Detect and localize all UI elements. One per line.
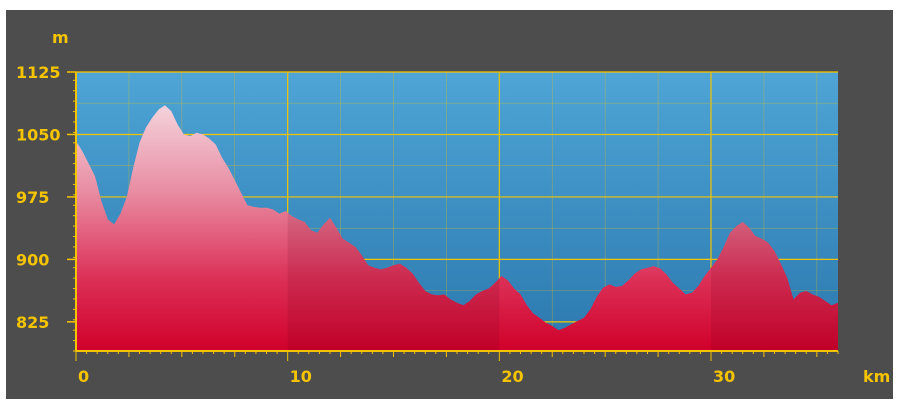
y-tick-label: 975 — [16, 188, 49, 207]
x-tick-label: 0 — [78, 367, 89, 386]
y-axis-unit-label: m — [52, 28, 69, 47]
y-tick-labels: 825 900 975 1050 1125 — [16, 63, 61, 332]
y-tick-label: 900 — [16, 250, 49, 269]
y-tick-label: 1050 — [16, 125, 61, 144]
x-tick-label: 20 — [501, 367, 523, 386]
x-tick-label: 30 — [713, 367, 735, 386]
elevation-area — [76, 105, 838, 351]
chart-svg: 825 900 975 1050 1125 0 10 20 30 m km — [16, 28, 890, 386]
elevation-profile-chart: 825 900 975 1050 1125 0 10 20 30 m km — [6, 10, 893, 399]
y-tick-label: 825 — [16, 313, 49, 332]
y-tick-label: 1125 — [16, 63, 61, 82]
axes — [67, 71, 839, 361]
x-tick-label: 10 — [290, 367, 312, 386]
x-tick-labels: 0 10 20 30 — [78, 367, 735, 386]
x-axis-unit-label: km — [863, 367, 890, 386]
